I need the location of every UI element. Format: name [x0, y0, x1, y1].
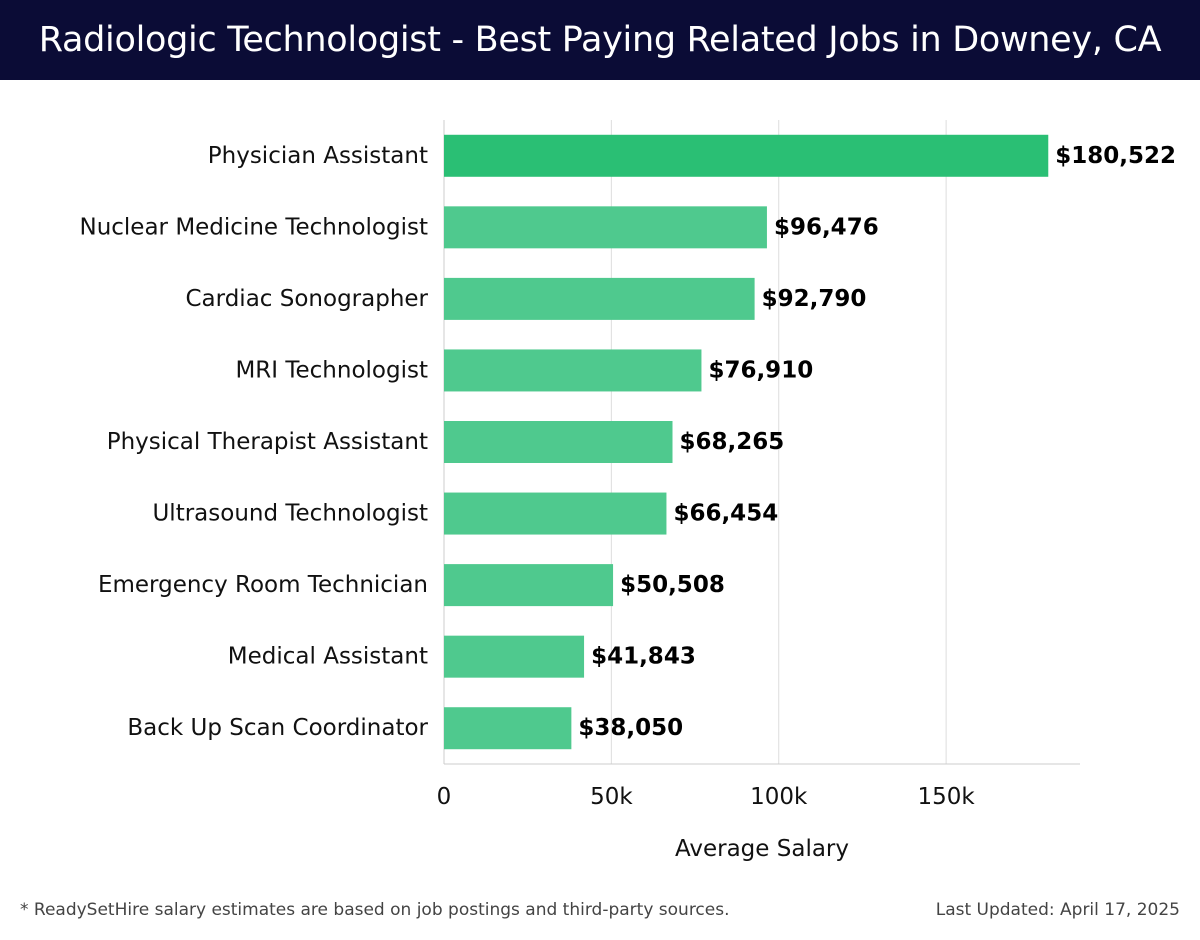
category-label-3: MRI Technologist: [235, 357, 428, 383]
bar-1: [444, 206, 767, 249]
category-label-4: Physical Therapist Assistant: [107, 429, 428, 455]
value-label-6: $50,508: [620, 572, 725, 598]
bar-chart: Physician Assistant $180,522 Nuclear Medic…: [79, 120, 1176, 862]
category-label-8: Back Up Scan Coordinator: [127, 715, 428, 741]
value-label-8: $38,050: [578, 715, 683, 741]
category-label-0: Physician Assistant: [208, 143, 428, 169]
bar-0: [444, 134, 1049, 177]
value-label-2: $92,790: [762, 286, 867, 312]
category-label-6: Emergency Room Technician: [98, 572, 428, 598]
bar-7: [444, 635, 585, 678]
value-label-3: $76,910: [708, 357, 813, 383]
value-label-7: $41,843: [591, 644, 696, 670]
x-axis-title: Average Salary: [675, 836, 849, 862]
x-tick-label-0: 0: [437, 784, 452, 810]
bar-4: [444, 421, 673, 463]
value-label-0: $180,522: [1055, 143, 1176, 169]
bar-3: [444, 349, 702, 392]
chart-title: Radiologic Technologist - Best Paying Re…: [38, 20, 1162, 60]
x-tick-label-1: 50k: [590, 784, 633, 810]
last-updated: Last Updated: April 17, 2025: [935, 900, 1180, 920]
category-label-7: Medical Assistant: [228, 644, 428, 670]
bar-5: [444, 492, 667, 535]
category-label-5: Ultrasound Technologist: [152, 501, 428, 527]
bar-6: [444, 564, 614, 607]
value-label-5: $66,454: [673, 501, 778, 527]
x-tick-label-2: 100k: [750, 784, 808, 810]
x-tick-label-3: 150k: [917, 784, 975, 810]
category-label-1: Nuclear Medicine Technologist: [79, 214, 428, 240]
bar-2: [444, 277, 755, 320]
bar-8: [444, 707, 572, 750]
value-label-4: $68,265: [680, 429, 785, 455]
chart-header: Radiologic Technologist - Best Paying Re…: [0, 0, 1200, 80]
value-label-1: $96,476: [774, 214, 879, 240]
footer-disclaimer: * ReadySetHire salary estimates are base…: [20, 900, 730, 920]
category-label-2: Cardiac Sonographer: [186, 286, 429, 312]
